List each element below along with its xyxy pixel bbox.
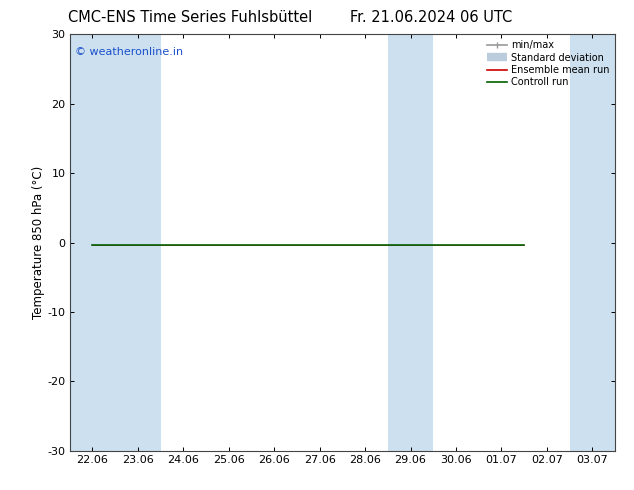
Bar xyxy=(388,34,433,451)
Text: © weatheronline.in: © weatheronline.in xyxy=(75,47,183,57)
Text: CMC-ENS Time Series Fuhlsbüttel: CMC-ENS Time Series Fuhlsbüttel xyxy=(68,10,313,25)
Legend: min/max, Standard deviation, Ensemble mean run, Controll run: min/max, Standard deviation, Ensemble me… xyxy=(483,36,613,91)
Text: Fr. 21.06.2024 06 UTC: Fr. 21.06.2024 06 UTC xyxy=(350,10,512,25)
Bar xyxy=(569,34,615,451)
Bar xyxy=(115,34,160,451)
Bar xyxy=(70,34,115,451)
Y-axis label: Temperature 850 hPa (°C): Temperature 850 hPa (°C) xyxy=(32,166,44,319)
